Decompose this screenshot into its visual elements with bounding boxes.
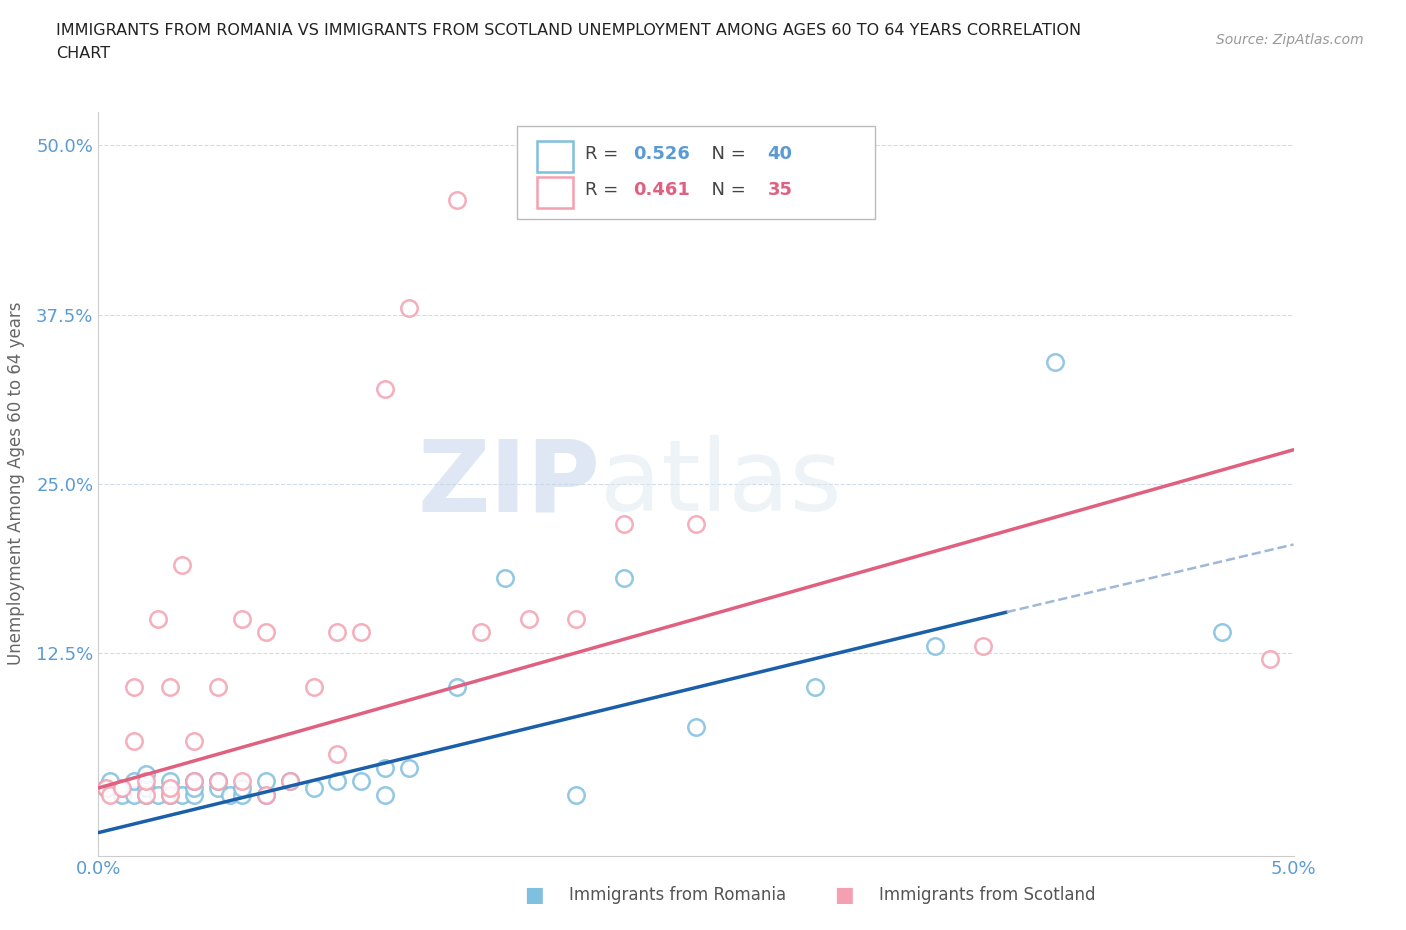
Text: N =: N = [700, 145, 751, 163]
Text: Source: ZipAtlas.com: Source: ZipAtlas.com [1216, 33, 1364, 46]
Point [98, 788, 122, 803]
Text: 0.526: 0.526 [633, 145, 689, 163]
Point [183, 780, 205, 795]
Point [374, 788, 396, 803]
Point [470, 625, 492, 640]
Point [124, 774, 146, 789]
Point [374, 381, 396, 396]
Point [148, 611, 170, 626]
Text: Immigrants from Romania: Immigrants from Romania [569, 885, 786, 904]
Point [231, 780, 253, 795]
Text: atlas: atlas [600, 435, 842, 532]
Point [685, 517, 707, 532]
Point [111, 780, 134, 795]
Point [159, 788, 181, 803]
Point [135, 774, 157, 789]
Point [94, 780, 117, 795]
Text: CHART: CHART [56, 46, 110, 61]
Text: IMMIGRANTS FROM ROMANIA VS IMMIGRANTS FROM SCOTLAND UNEMPLOYMENT AMONG AGES 60 T: IMMIGRANTS FROM ROMANIA VS IMMIGRANTS FR… [56, 23, 1081, 38]
Point [207, 679, 229, 694]
Point [517, 611, 540, 626]
Text: ■: ■ [524, 884, 544, 905]
Point [98, 774, 122, 789]
Point [254, 788, 277, 803]
Point [183, 788, 205, 803]
Text: R =: R = [585, 180, 624, 199]
Text: N =: N = [700, 180, 751, 199]
Point [446, 193, 468, 207]
Point [254, 788, 277, 803]
Point [159, 679, 181, 694]
Point [278, 774, 301, 789]
Point [135, 788, 157, 803]
Point [398, 300, 420, 315]
Text: 0.461: 0.461 [633, 180, 689, 199]
Point [398, 760, 420, 775]
Text: ZIP: ZIP [418, 435, 600, 532]
Text: R =: R = [585, 145, 624, 163]
Point [374, 760, 396, 775]
FancyBboxPatch shape [537, 140, 572, 172]
Point [135, 767, 157, 782]
Point [350, 625, 373, 640]
Point [207, 780, 229, 795]
Point [326, 625, 349, 640]
Text: ■: ■ [834, 884, 853, 905]
Point [972, 639, 994, 654]
Point [159, 788, 181, 803]
Point [135, 788, 157, 803]
Point [111, 788, 134, 803]
Point [278, 774, 301, 789]
Point [183, 774, 205, 789]
Point [135, 780, 157, 795]
Point [1211, 625, 1233, 640]
Point [350, 774, 373, 789]
Point [804, 679, 827, 694]
Text: Immigrants from Scotland: Immigrants from Scotland [879, 885, 1095, 904]
Point [159, 780, 181, 795]
Point [159, 780, 181, 795]
Point [685, 720, 707, 735]
Point [111, 780, 134, 795]
Point [172, 557, 194, 572]
Point [254, 625, 277, 640]
FancyBboxPatch shape [517, 126, 875, 219]
Point [231, 611, 253, 626]
Point [148, 788, 170, 803]
Point [94, 780, 117, 795]
Point [159, 774, 181, 789]
Point [254, 774, 277, 789]
Point [302, 780, 325, 795]
Point [302, 679, 325, 694]
Point [183, 733, 205, 748]
Point [231, 774, 253, 789]
Y-axis label: Unemployment Among Ages 60 to 64 years: Unemployment Among Ages 60 to 64 years [7, 302, 25, 665]
Point [1043, 354, 1066, 369]
Point [565, 611, 588, 626]
Point [326, 774, 349, 789]
Point [207, 774, 229, 789]
Point [207, 774, 229, 789]
Text: 40: 40 [768, 145, 793, 163]
Point [124, 788, 146, 803]
Point [219, 788, 242, 803]
Point [924, 639, 946, 654]
Point [124, 679, 146, 694]
Text: 35: 35 [768, 180, 793, 199]
Point [1258, 652, 1281, 667]
Point [172, 788, 194, 803]
Point [124, 733, 146, 748]
Point [565, 788, 588, 803]
Point [446, 679, 468, 694]
Point [183, 774, 205, 789]
FancyBboxPatch shape [537, 177, 572, 208]
Point [231, 788, 253, 803]
Point [613, 517, 636, 532]
Point [326, 747, 349, 762]
Point [494, 571, 516, 586]
Point [613, 571, 636, 586]
